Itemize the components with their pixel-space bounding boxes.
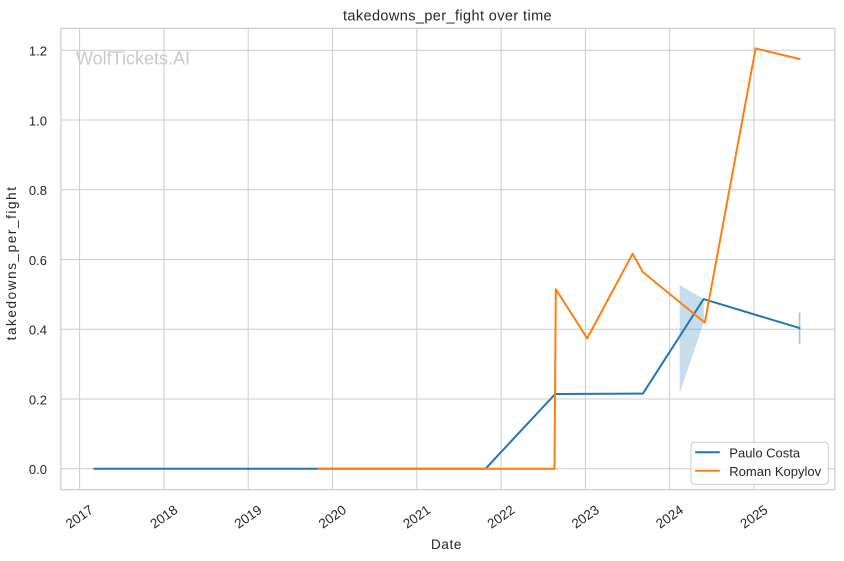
svg-text:0.4: 0.4 <box>29 323 47 338</box>
svg-text:2020: 2020 <box>316 502 349 531</box>
svg-text:2019: 2019 <box>232 502 265 531</box>
svg-text:2022: 2022 <box>485 502 518 531</box>
svg-text:2025: 2025 <box>737 502 770 531</box>
svg-text:Date: Date <box>431 537 462 552</box>
svg-text:2021: 2021 <box>400 502 433 531</box>
svg-text:2018: 2018 <box>147 502 180 531</box>
svg-text:takedowns_per_fight over time: takedowns_per_fight over time <box>343 9 552 25</box>
svg-text:0.0: 0.0 <box>29 462 47 477</box>
svg-text:1.0: 1.0 <box>29 113 47 128</box>
svg-text:WolfTickets.AI: WolfTickets.AI <box>76 49 190 69</box>
svg-text:2023: 2023 <box>569 502 602 531</box>
svg-text:takedowns_per_fight: takedowns_per_fight <box>4 185 19 340</box>
svg-text:0.2: 0.2 <box>29 392 47 407</box>
svg-text:Roman Kopylov: Roman Kopylov <box>729 464 821 479</box>
svg-text:0.8: 0.8 <box>29 183 47 198</box>
svg-text:1.2: 1.2 <box>29 44 47 59</box>
svg-text:2017: 2017 <box>63 502 96 531</box>
svg-text:2024: 2024 <box>653 502 686 532</box>
svg-text:0.6: 0.6 <box>29 253 47 268</box>
svg-text:Paulo Costa: Paulo Costa <box>729 445 801 460</box>
